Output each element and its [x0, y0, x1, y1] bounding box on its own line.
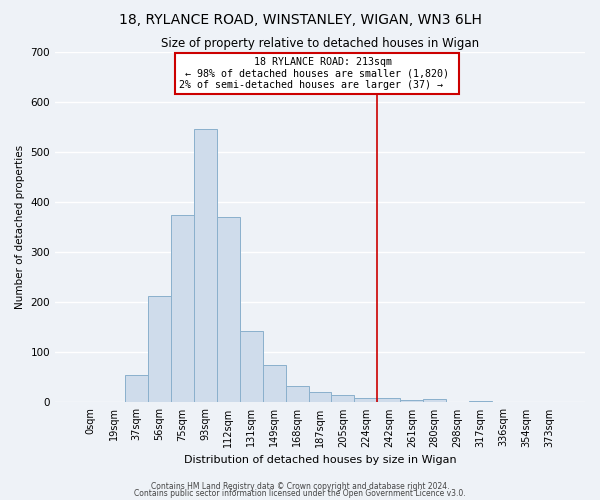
Bar: [263, 365, 286, 403]
Bar: [355, 398, 377, 402]
Text: 18, RYLANCE ROAD, WINSTANLEY, WIGAN, WN3 6LH: 18, RYLANCE ROAD, WINSTANLEY, WIGAN, WN3…: [119, 12, 481, 26]
X-axis label: Distribution of detached houses by size in Wigan: Distribution of detached houses by size …: [184, 455, 457, 465]
Bar: [423, 399, 446, 402]
Bar: [400, 400, 423, 402]
Bar: [469, 401, 492, 402]
Bar: [217, 217, 240, 402]
Bar: [240, 331, 263, 402]
Title: Size of property relative to detached houses in Wigan: Size of property relative to detached ho…: [161, 38, 479, 51]
Bar: [125, 375, 148, 402]
Bar: [171, 214, 194, 402]
Text: Contains public sector information licensed under the Open Government Licence v3: Contains public sector information licen…: [134, 489, 466, 498]
Bar: [308, 392, 331, 402]
Y-axis label: Number of detached properties: Number of detached properties: [15, 145, 25, 309]
Bar: [148, 296, 171, 403]
Bar: [286, 386, 308, 402]
Text: 18 RYLANCE ROAD: 213sqm
← 98% of detached houses are smaller (1,820)
2% of semi-: 18 RYLANCE ROAD: 213sqm ← 98% of detache…: [179, 57, 455, 90]
Bar: [377, 398, 400, 402]
Bar: [331, 395, 355, 402]
Text: Contains HM Land Registry data © Crown copyright and database right 2024.: Contains HM Land Registry data © Crown c…: [151, 482, 449, 491]
Bar: [194, 130, 217, 402]
